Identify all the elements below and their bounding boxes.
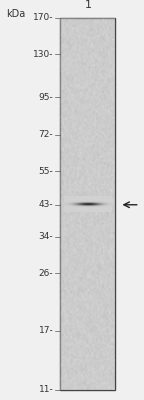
Text: kDa: kDa [6, 9, 25, 19]
Text: 43-: 43- [39, 200, 53, 209]
Text: 95-: 95- [39, 92, 53, 102]
Text: 130-: 130- [33, 50, 53, 59]
Text: 55-: 55- [39, 167, 53, 176]
Text: 11-: 11- [39, 386, 53, 394]
Text: 34-: 34- [39, 232, 53, 241]
Text: 26-: 26- [39, 269, 53, 278]
Bar [60, 18, 115, 390]
Text: 1: 1 [84, 0, 91, 10]
Text: 170-: 170- [33, 14, 53, 22]
Text: 72-: 72- [39, 130, 53, 139]
Text: 17-: 17- [39, 326, 53, 335]
